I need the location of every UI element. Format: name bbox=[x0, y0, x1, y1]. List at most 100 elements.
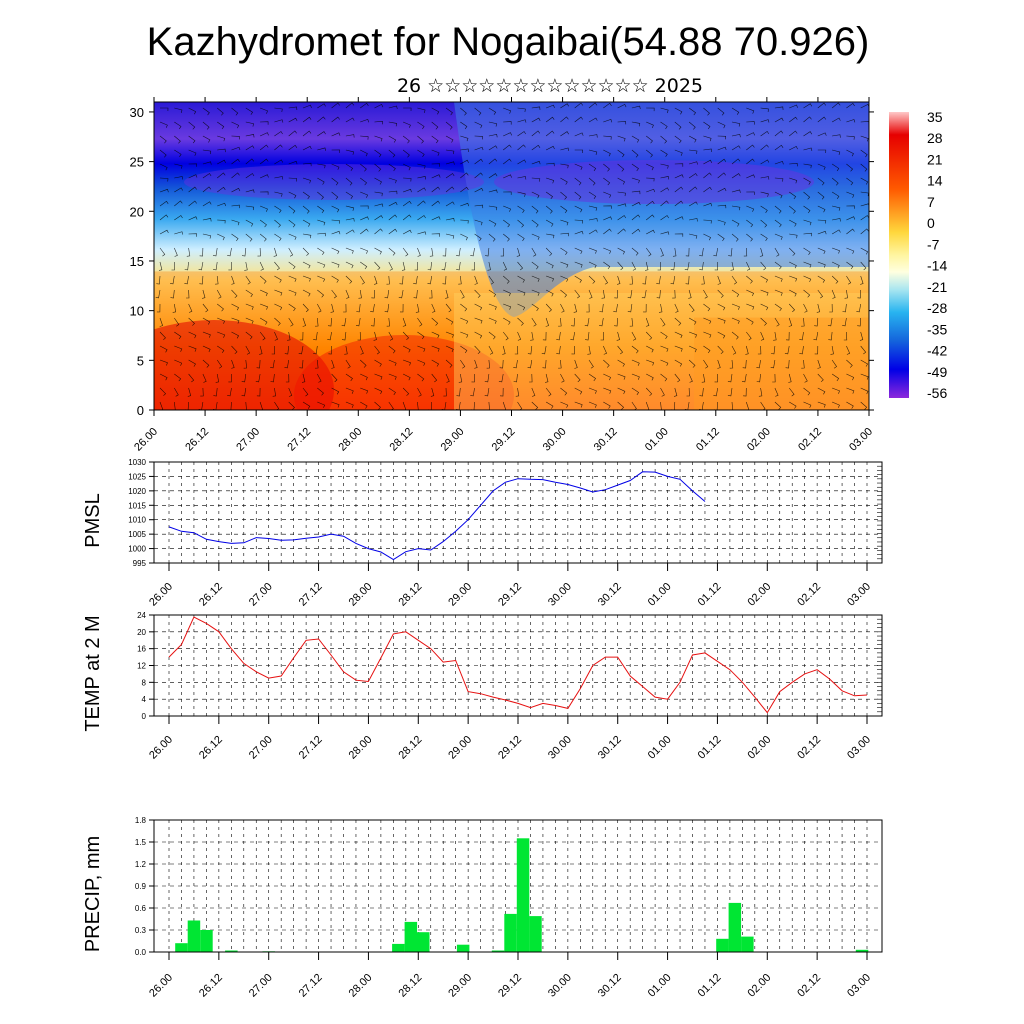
x-tick-label: 28.00 bbox=[347, 581, 375, 609]
x-tick-label: 26.12 bbox=[183, 426, 211, 454]
colorbar-label: 0 bbox=[927, 215, 935, 231]
y-tick-label: 0 bbox=[142, 712, 147, 721]
x-tick-label: 29.12 bbox=[490, 426, 518, 454]
x-tick-label: 29.00 bbox=[446, 581, 474, 609]
colorbar-label: -28 bbox=[927, 300, 947, 316]
y-tick-label: 0.6 bbox=[135, 904, 147, 913]
colorbar-label: -21 bbox=[927, 279, 947, 295]
x-tick-label: 28.12 bbox=[396, 734, 424, 762]
x-tick-label: 27.00 bbox=[247, 734, 275, 762]
x-tick-label: 01.00 bbox=[646, 972, 674, 1000]
x-tick-label: 02.00 bbox=[745, 972, 773, 1000]
y-tick-label: 995 bbox=[133, 559, 147, 568]
x-tick-label: 30.00 bbox=[546, 972, 574, 1000]
x-tick-label: 02.00 bbox=[745, 581, 773, 609]
y-tick-label: 1.8 bbox=[135, 816, 147, 825]
precip-panel: 0.0 0.3 0.6 0.9 1.2 1.5 1.8 26.00 26.12 27.00 27.1… bbox=[82, 816, 883, 1000]
x-tick-label: 27.12 bbox=[285, 426, 313, 454]
x-tick-label: 02.12 bbox=[796, 426, 824, 454]
precip-bar bbox=[741, 936, 754, 952]
colorbar-scale bbox=[889, 112, 909, 398]
series-line bbox=[168, 616, 868, 714]
precip-bar bbox=[491, 950, 505, 952]
x-tick-label: 30.12 bbox=[592, 426, 620, 454]
x-tick-label: 27.12 bbox=[297, 972, 325, 1000]
y-tick-label: 1005 bbox=[128, 530, 146, 539]
x-tick-label: 02.12 bbox=[795, 734, 823, 762]
y-tick-label: 4 bbox=[142, 695, 147, 704]
x-tick-label: 26.12 bbox=[197, 972, 225, 1000]
y-axis-label: PMSL bbox=[82, 493, 104, 547]
x-tick-label: 02.12 bbox=[795, 581, 823, 609]
y-tick-label: 1025 bbox=[128, 472, 146, 481]
x-tick-label: 02.00 bbox=[745, 426, 773, 454]
plot-frame bbox=[153, 819, 883, 953]
chart-title: Kazhydromet for Nogaibai(54.88 70.926) bbox=[147, 20, 870, 64]
x-tick-label: 03.00 bbox=[845, 734, 873, 762]
precip-bar bbox=[716, 938, 729, 952]
x-tick-label: 27.00 bbox=[247, 972, 275, 1000]
plot-frame bbox=[153, 461, 883, 564]
x-tick-label: 28.00 bbox=[336, 426, 364, 454]
x-tick-label: 30.00 bbox=[546, 734, 574, 762]
colorbar-label: 28 bbox=[927, 130, 943, 146]
temp-panel: 0 4 8 12 16 20 24 26.00 26.12 27.00 27.12 28.00 28.1… bbox=[82, 611, 883, 762]
y-tick-label: 10 bbox=[130, 304, 144, 319]
y-tick-label: 1020 bbox=[128, 487, 146, 496]
hot-core bbox=[154, 320, 334, 410]
cold-band bbox=[184, 164, 484, 200]
x-tick-label: 30.00 bbox=[541, 426, 569, 454]
y-tick-label: 12 bbox=[137, 662, 146, 671]
x-tick-label: 01.00 bbox=[646, 734, 674, 762]
x-tick-label: 29.12 bbox=[496, 581, 524, 609]
x-tick-label: 30.00 bbox=[546, 581, 574, 609]
cross-section-panel: 0 5 10 15 20 25 30 26.00 26.12 27.00 27.12 28.00 28.… bbox=[130, 97, 875, 454]
x-tick-label: 29.12 bbox=[496, 972, 524, 1000]
y-tick-label: 5 bbox=[137, 353, 144, 368]
x-tick-label: 26.00 bbox=[147, 581, 175, 609]
plot-frame bbox=[153, 614, 883, 717]
precip-bar bbox=[728, 902, 742, 952]
x-tick-label: 27.00 bbox=[247, 581, 275, 609]
precip-bar bbox=[200, 930, 213, 952]
x-tick-label: 29.00 bbox=[439, 426, 467, 454]
y-tick-label: 1.5 bbox=[135, 838, 147, 847]
hot-core bbox=[294, 335, 514, 410]
y-tick-label: 20 bbox=[137, 628, 146, 637]
y-tick-label: 1015 bbox=[128, 501, 146, 510]
y-tick-label: 1000 bbox=[128, 545, 146, 554]
precip-bar bbox=[417, 932, 430, 952]
x-tick-label: 29.00 bbox=[446, 972, 474, 1000]
colorbar-label: -14 bbox=[927, 258, 947, 274]
colorbar-label: -42 bbox=[927, 343, 947, 359]
colorbar: 35 28 21 14 7 0 -7 -14 -21 -28 -35 -42 -49 -56 bbox=[889, 109, 947, 401]
precip-bar bbox=[529, 916, 542, 952]
y-tick-label: 1.2 bbox=[135, 860, 147, 869]
x-tick-label: 03.00 bbox=[847, 426, 875, 454]
colorbar-label: -56 bbox=[927, 385, 947, 401]
warm-layer bbox=[694, 317, 869, 410]
x-tick-label: 26.12 bbox=[197, 734, 225, 762]
x-tick-label: 29.12 bbox=[496, 734, 524, 762]
x-tick-label: 03.00 bbox=[845, 581, 873, 609]
precip-bar bbox=[855, 949, 869, 952]
x-tick-label: 01.00 bbox=[646, 581, 674, 609]
colorbar-label: 14 bbox=[927, 173, 943, 189]
colorbar-label: 21 bbox=[927, 151, 943, 167]
x-tick-label: 27.12 bbox=[297, 581, 325, 609]
x-tick-label: 28.12 bbox=[396, 972, 424, 1000]
y-tick-label: 25 bbox=[130, 155, 144, 170]
x-tick-label: 28.12 bbox=[388, 426, 416, 454]
x-tick-label: 02.12 bbox=[795, 972, 823, 1000]
x-tick-label: 02.00 bbox=[745, 734, 773, 762]
pmsl-panel: 995 1000 1005 1010 1015 1020 1025 1030 26.00 26.1… bbox=[82, 458, 883, 609]
x-tick-label: 30.12 bbox=[596, 734, 624, 762]
y-tick-label: 20 bbox=[130, 204, 144, 219]
y-axis-label: PRECIP, mm bbox=[82, 836, 104, 952]
x-tick-label: 26.00 bbox=[132, 426, 160, 454]
y-tick-label: 0.9 bbox=[135, 882, 147, 891]
y-tick-label: 30 bbox=[130, 105, 144, 120]
precip-bar bbox=[404, 921, 418, 952]
y-tick-label: 1030 bbox=[128, 458, 146, 467]
